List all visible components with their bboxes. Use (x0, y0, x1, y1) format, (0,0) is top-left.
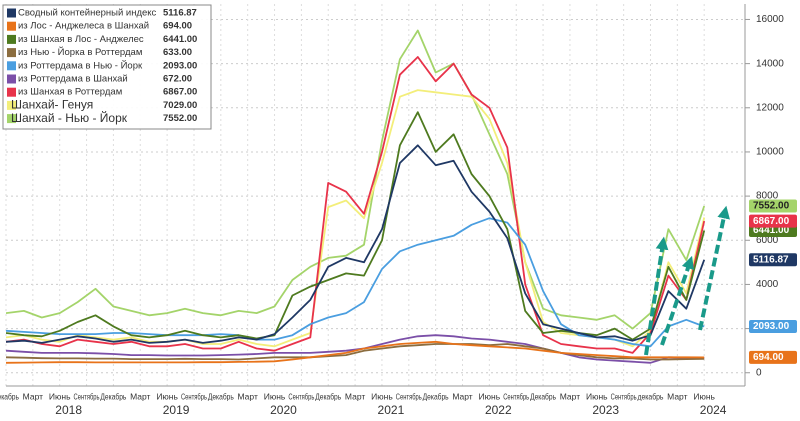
series-line (6, 56, 706, 354)
x-tick-label: Сентябрь (611, 391, 637, 401)
y-tick-label: 0 (756, 367, 762, 378)
x-tick-label: Декабрь (0, 391, 19, 401)
value-tag-label: 6441.00 (753, 225, 790, 236)
x-tick-label: Сентябрь (74, 391, 100, 401)
legend-label: из Нью - Йорка в Роттердам (18, 46, 142, 58)
legend-value: 6441.00 (163, 34, 197, 45)
legend-label: Сводный контейнерный индекс (18, 8, 157, 19)
legend-swatch (7, 8, 16, 18)
value-tag-label: 6867.00 (753, 216, 790, 227)
arrow (698, 205, 730, 331)
year-label: 2018 (55, 403, 82, 417)
x-tick-label: Декабрь (530, 391, 556, 401)
x-tick-label: Июнь (49, 391, 71, 401)
legend-swatch (7, 114, 16, 124)
x-tick-label: Март (130, 391, 150, 401)
x-tick-label: декабрь (637, 391, 663, 401)
x-tick-label: Июнь (156, 391, 178, 401)
arrow (644, 236, 669, 356)
legend-value: 6867.00 (163, 87, 197, 98)
y-tick-label: 4000 (756, 279, 779, 290)
x-tick-label: Сентябрь (396, 391, 422, 401)
series-line (6, 217, 705, 348)
x-tick-label: Июнь (693, 391, 715, 401)
x-tick-label: Сентябрь (288, 391, 314, 401)
legend-value: 694.00 (163, 21, 192, 32)
grid (5, 4, 745, 386)
legend-swatch (7, 21, 16, 31)
value-tag (749, 199, 797, 213)
arrows (644, 205, 730, 356)
x-tick-label: Март (667, 391, 687, 401)
x-tick-label: Март (560, 391, 580, 401)
legend-swatch (7, 100, 16, 110)
value-tag (749, 320, 797, 334)
y-tick-label: 16000 (756, 14, 784, 25)
year-label: 2019 (163, 403, 190, 417)
x-tick-label: Декабрь (423, 391, 449, 401)
value-tag (749, 214, 797, 228)
series-line (6, 334, 705, 364)
value-tag-label: 694.00 (753, 352, 784, 363)
value-tag (749, 350, 797, 364)
legend-label: из Шанхая в Роттердам (18, 87, 122, 98)
x-tick-label: Июнь (371, 391, 393, 401)
legend-label: из Шанхая в Лос - Анджелес (18, 34, 144, 45)
y-tick-label: 10000 (756, 147, 784, 158)
x-tick-label: Июнь (264, 391, 286, 401)
year-label: 2023 (592, 403, 619, 417)
x-tick-label: Сентябрь (181, 391, 207, 401)
axis-labels: 0200040006000800010000120001400016000Дек… (0, 14, 784, 417)
x-tick-label: Июнь (586, 391, 608, 401)
year-label: 2022 (485, 403, 512, 417)
x-tick-label: Декабрь (315, 391, 341, 401)
legend-label: из Роттердама в Нью - Йорк (18, 59, 143, 71)
value-tag-label: 7552.00 (753, 201, 790, 212)
legend-swatch (7, 34, 16, 44)
x-tick-label: Март (452, 391, 472, 401)
legend-swatch (7, 87, 16, 97)
year-label: 2021 (378, 403, 405, 417)
legend-value: 7029.00 (163, 100, 197, 111)
legend-value: 672.00 (163, 74, 192, 85)
legend-label: из Роттердама в Шанхай (18, 74, 128, 85)
x-tick-label: Март (23, 391, 43, 401)
y-tick-label: 6000 (756, 235, 779, 246)
value-tag-label: 2093.00 (753, 321, 790, 332)
x-tick-label: Сентябрь (503, 391, 529, 401)
x-tick-label: Март (238, 391, 258, 401)
year-label: 2020 (270, 403, 297, 417)
legend-value: 7552.00 (163, 113, 197, 124)
series-line (6, 343, 705, 361)
x-tick-label: Декабрь (208, 391, 234, 401)
x-tick-label: Декабрь (100, 391, 126, 401)
legend-label: из Лос - Анджелеса в Шанхай (18, 21, 149, 32)
value-tag-label: 5116.87 (753, 254, 789, 265)
y-tick-label: 12000 (756, 102, 784, 113)
legend-value: 5116.87 (163, 8, 197, 19)
legend-swatch (7, 74, 16, 84)
legend: Сводный контейнерный индекс 5116.87 из Лос… (2, 4, 212, 130)
x-tick-label: Март (345, 391, 365, 401)
series-line (6, 340, 705, 364)
legend-swatch (7, 48, 16, 58)
series-line (6, 29, 706, 330)
series-line (6, 144, 706, 344)
legend-value: 633.00 (163, 47, 192, 58)
value-tag (749, 253, 797, 267)
value-tags: 5116.87 694.00 6441.00 2093.00 6867.00 7552.0… (749, 199, 797, 364)
y-tick-label: 8000 (756, 191, 779, 202)
legend-swatch (7, 61, 16, 71)
legend-box (2, 4, 212, 130)
series-line (6, 111, 706, 341)
legend-label: Шанхай- Генуя (11, 98, 93, 112)
x-tick-label: Июнь (479, 391, 501, 401)
legend-value: 2093.00 (163, 60, 197, 71)
lines (6, 29, 706, 364)
arrow (660, 255, 695, 346)
legend-label: Шанхай - Нью - Йорк (11, 110, 128, 125)
year-label: 2024 (700, 403, 727, 417)
y-tick-label: 14000 (756, 58, 784, 69)
